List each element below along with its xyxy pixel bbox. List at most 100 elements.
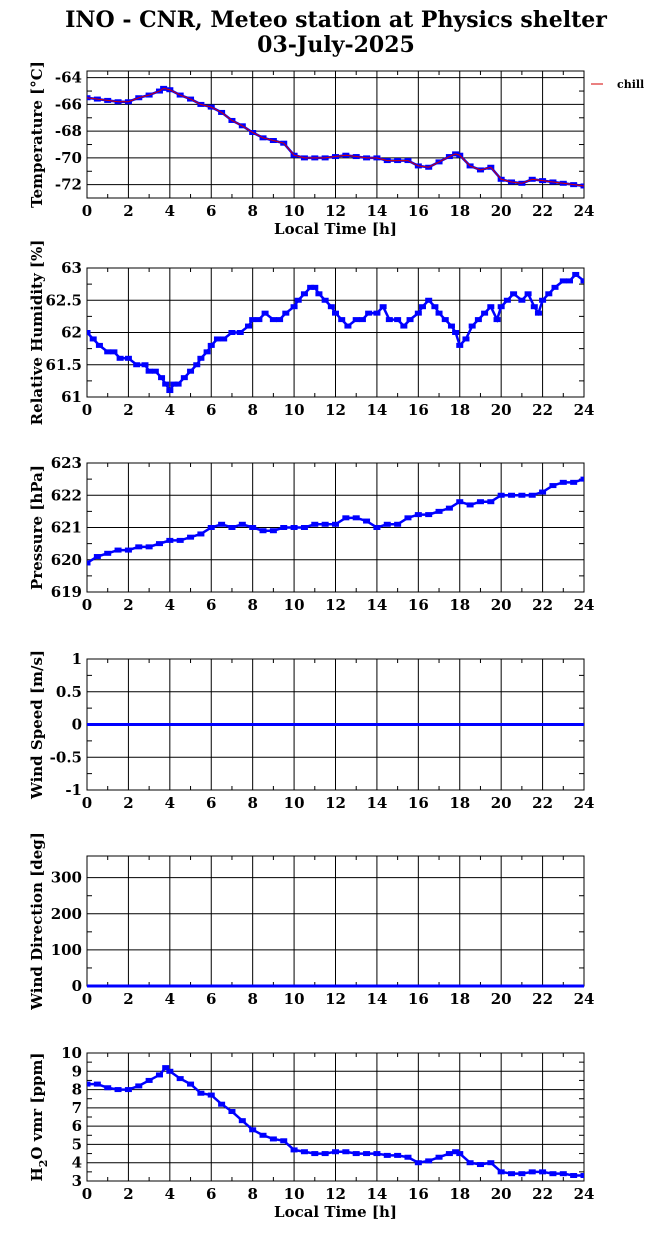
x-tick-label: 2 bbox=[123, 596, 133, 614]
y-tick-label: 1 bbox=[72, 650, 82, 668]
x-tick-label: 20 bbox=[491, 990, 512, 1008]
data-point bbox=[559, 479, 567, 485]
data-point bbox=[89, 336, 97, 342]
panels: 0 2 4 6 8 10 12 14 16 18 20 22 24-64-66-68-70-72Temp… bbox=[28, 61, 644, 1221]
data-point bbox=[551, 284, 559, 290]
y-tick-label: 10 bbox=[61, 1044, 82, 1062]
x-tick-label: 20 bbox=[491, 1185, 512, 1203]
y-axis-label: Wind Speed [m/s] bbox=[28, 650, 46, 800]
series-group bbox=[87, 476, 584, 566]
data-point bbox=[373, 1151, 381, 1157]
data-point bbox=[104, 1085, 112, 1091]
data-point bbox=[487, 304, 495, 310]
y-tick-label: -72 bbox=[55, 176, 82, 194]
y-tick-label: 7 bbox=[72, 1099, 82, 1117]
y-axis-label: Temperature [°C] bbox=[28, 61, 46, 208]
x-tick-label: 12 bbox=[325, 794, 346, 812]
series-group bbox=[87, 1065, 584, 1179]
data-point bbox=[207, 525, 215, 530]
data-point bbox=[311, 1151, 319, 1157]
data-point bbox=[352, 515, 360, 521]
y-tick-label: 61 bbox=[61, 388, 82, 406]
data-point bbox=[321, 521, 329, 527]
data-point bbox=[145, 368, 153, 374]
x-tick-label: 0 bbox=[82, 990, 92, 1008]
data-point bbox=[456, 1151, 464, 1157]
chart-date: 03-July-2025 bbox=[257, 32, 415, 58]
data-point bbox=[321, 297, 329, 303]
x-tick-label: 2 bbox=[123, 794, 133, 812]
x-tick-label: 0 bbox=[82, 202, 92, 220]
data-point bbox=[570, 479, 578, 485]
chart-title: INO - CNR, Meteo station at Physics shel… bbox=[65, 7, 607, 33]
data-point bbox=[487, 1160, 495, 1166]
data-point bbox=[220, 336, 228, 342]
data-point bbox=[559, 1171, 567, 1177]
x-tick-label: 16 bbox=[408, 1185, 429, 1203]
x-axis-label: Local Time [h] bbox=[274, 220, 397, 238]
data-point bbox=[300, 291, 308, 297]
data-point bbox=[539, 1169, 547, 1175]
x-tick-label: 22 bbox=[532, 401, 553, 419]
data-point bbox=[213, 336, 221, 342]
data-point bbox=[187, 534, 195, 540]
x-tick-label: 14 bbox=[366, 794, 387, 812]
data-point bbox=[114, 1087, 122, 1093]
data-point bbox=[352, 1151, 360, 1157]
data-point bbox=[549, 483, 557, 489]
data-point bbox=[468, 323, 476, 329]
x-tick-label: 12 bbox=[325, 596, 346, 614]
y-tick-label: 619 bbox=[51, 583, 82, 601]
y-tick-label: 5 bbox=[72, 1135, 82, 1153]
data-point bbox=[383, 1152, 391, 1158]
data-point bbox=[338, 317, 346, 323]
data-point bbox=[236, 330, 244, 335]
x-tick-label: 22 bbox=[532, 794, 553, 812]
data-point bbox=[414, 310, 422, 316]
x-tick-label: 6 bbox=[206, 990, 216, 1008]
y-tick-label: 9 bbox=[72, 1062, 82, 1080]
x-tick-label: 14 bbox=[366, 401, 387, 419]
x-tick-label: 24 bbox=[574, 596, 595, 614]
data-point bbox=[290, 525, 298, 530]
data-point bbox=[456, 499, 464, 505]
data-point bbox=[180, 375, 188, 381]
data-point bbox=[249, 1127, 257, 1133]
y-tick-label: 100 bbox=[51, 941, 82, 959]
y-tick-label: 300 bbox=[51, 869, 82, 887]
x-tick-label: 22 bbox=[532, 596, 553, 614]
x-tick-label: 6 bbox=[206, 202, 216, 220]
y-tick-label: -70 bbox=[55, 149, 82, 167]
data-point bbox=[352, 317, 360, 323]
x-tick-label: 8 bbox=[247, 990, 257, 1008]
x-tick-label: 22 bbox=[532, 990, 553, 1008]
data-point bbox=[104, 550, 112, 556]
y-axis-label: Relative Humidity [%] bbox=[28, 240, 46, 426]
data-point bbox=[344, 323, 352, 329]
data-point bbox=[93, 1081, 101, 1087]
x-tick-label: 22 bbox=[532, 1185, 553, 1203]
data-point bbox=[476, 1162, 484, 1168]
data-point bbox=[528, 492, 536, 498]
data-point bbox=[452, 1149, 460, 1155]
panel-2: 0 2 4 6 8 10 12 14 16 18 20 22 24619620621622623Pres… bbox=[28, 454, 594, 614]
data-point bbox=[311, 284, 319, 290]
data-point bbox=[466, 1160, 474, 1166]
y-tick-label: 62.5 bbox=[45, 291, 82, 309]
data-point bbox=[228, 525, 236, 530]
data-point bbox=[539, 297, 547, 303]
x-tick-label: 8 bbox=[247, 1185, 257, 1203]
data-point bbox=[549, 1171, 557, 1177]
data-point bbox=[116, 355, 124, 361]
data-point bbox=[135, 544, 143, 550]
data-point bbox=[456, 342, 464, 348]
data-point bbox=[404, 515, 412, 521]
x-tick-label: 6 bbox=[206, 401, 216, 419]
data-point bbox=[162, 1065, 170, 1071]
data-point bbox=[249, 317, 257, 323]
x-tick-label: 20 bbox=[491, 202, 512, 220]
x-tick-label: 8 bbox=[247, 596, 257, 614]
data-point bbox=[238, 1118, 246, 1124]
